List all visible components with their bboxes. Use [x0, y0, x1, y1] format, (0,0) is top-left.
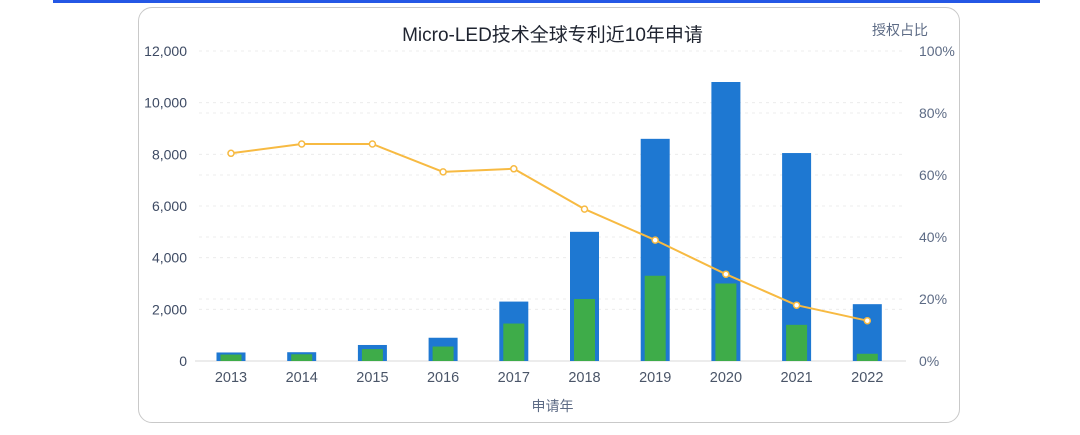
bar-granted[interactable]	[291, 354, 313, 361]
chart-title: Micro-LED技术全球专利近10年申请	[402, 25, 703, 46]
right-axis-tick: 20%	[919, 291, 947, 307]
bar-granted[interactable]	[644, 275, 666, 361]
right-axis-tick: 0%	[919, 353, 939, 369]
x-axis-tick: 2022	[851, 370, 883, 386]
bar-granted[interactable]	[220, 354, 242, 361]
x-axis-tick: 2021	[780, 370, 812, 386]
ratio-point[interactable]	[580, 205, 589, 213]
ratio-point[interactable]	[439, 168, 447, 176]
x-axis-tick: 2019	[639, 370, 671, 386]
right-axis-tick: 80%	[919, 105, 947, 121]
x-axis-tick: 2018	[568, 370, 600, 386]
ratio-point[interactable]	[510, 165, 518, 173]
right-axis-tick: 40%	[919, 229, 947, 245]
bar-granted[interactable]	[503, 323, 525, 361]
x-axis-tick: 2017	[498, 370, 530, 386]
y-axis-tick: 2,000	[152, 301, 187, 317]
bar-granted[interactable]	[574, 299, 595, 361]
y-axis-tick: 8,000	[152, 146, 187, 162]
ratio-line[interactable]	[230, 143, 868, 322]
x-axis-label: 申请年	[531, 398, 574, 414]
y-axis-tick: 0	[179, 353, 187, 369]
y-axis-tick: 6,000	[152, 198, 187, 214]
bar-granted[interactable]	[786, 324, 808, 361]
ratio-point[interactable]	[792, 301, 801, 309]
ratio-point[interactable]	[863, 316, 872, 325]
ratio-point[interactable]	[368, 140, 377, 148]
right-axis-tick: 100%	[919, 43, 955, 59]
ratio-point[interactable]	[651, 236, 659, 244]
bar-granted[interactable]	[361, 349, 383, 361]
ratio-point[interactable]	[297, 140, 306, 148]
ratio-point[interactable]	[722, 270, 730, 278]
bar-granted[interactable]	[856, 353, 878, 361]
right-axis-label: 授权占比	[872, 22, 928, 38]
ratio-point[interactable]	[227, 149, 235, 158]
x-axis-tick: 2016	[427, 370, 459, 386]
y-axis-tick: 4,000	[152, 250, 187, 266]
top-accent-line	[53, 0, 1040, 3]
x-axis-tick: 2020	[710, 370, 742, 386]
bar-granted[interactable]	[715, 283, 737, 362]
x-axis-tick: 2014	[286, 370, 318, 386]
right-axis-tick: 60%	[919, 167, 947, 183]
y-axis-tick: 10,000	[144, 95, 187, 111]
y-axis-tick: 12,000	[144, 43, 187, 59]
bar-total[interactable]	[852, 304, 882, 361]
x-axis-tick: 2013	[215, 370, 247, 386]
chart-card: Micro-LED技术全球专利近10年申请 授权占比 0 2,000 4,000 6,…	[138, 7, 960, 423]
chart-canvas[interactable]: 0 2,000 4,000 6,000 8,000 10,000 12,000 0% 20% 40…	[139, 8, 959, 422]
bar-granted[interactable]	[432, 346, 454, 361]
x-axis-tick: 2015	[356, 370, 388, 386]
